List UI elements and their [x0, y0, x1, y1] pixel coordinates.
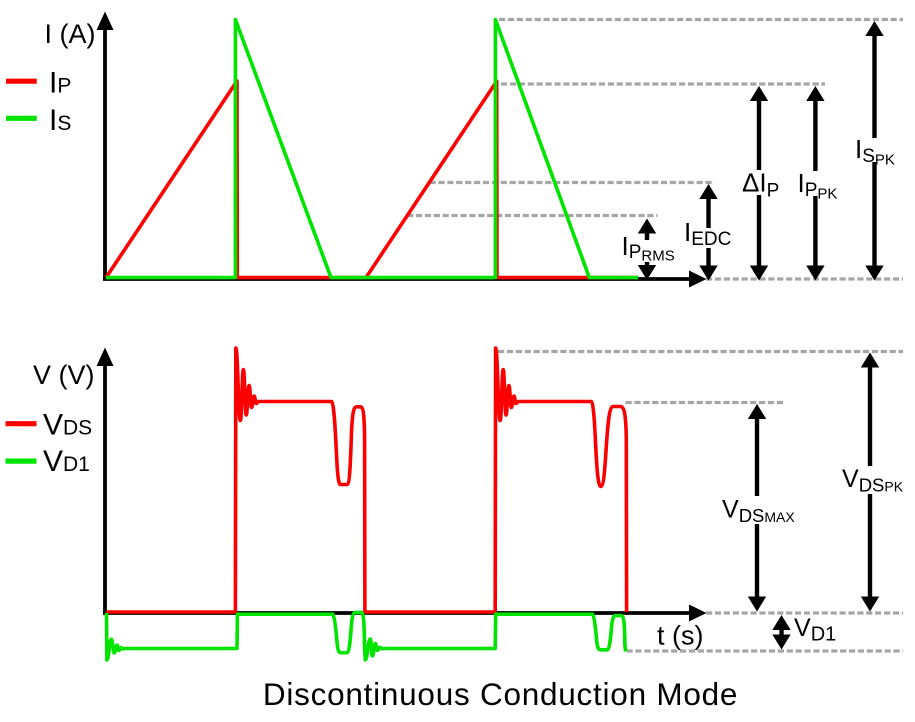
svg-text:V (V): V (V)	[33, 360, 95, 390]
svg-text:I (A): I (A)	[45, 19, 96, 49]
svg-text:IS: IS	[49, 104, 71, 137]
svg-text:IP: IP	[49, 66, 71, 99]
svg-text:t (s): t (s)	[657, 621, 704, 651]
svg-text:Discontinuous Conduction Mode: Discontinuous Conduction Mode	[263, 676, 738, 712]
